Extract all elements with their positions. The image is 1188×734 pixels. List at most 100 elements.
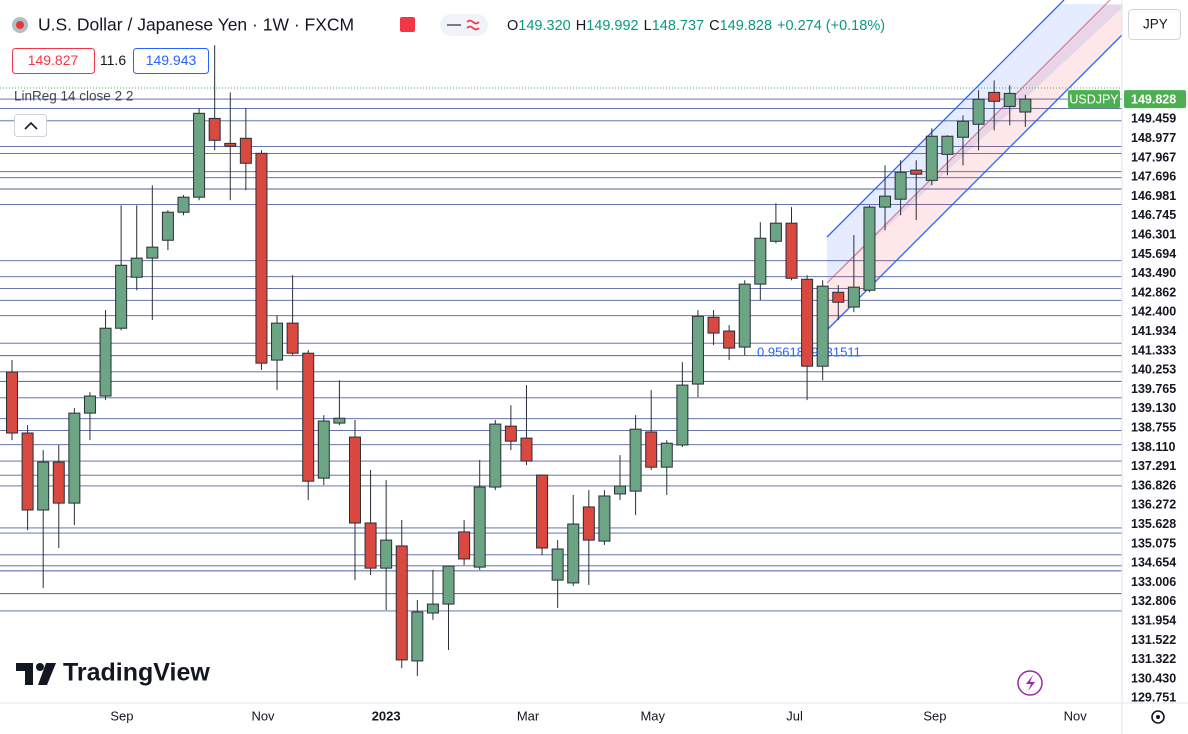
currency-dropdown[interactable] [1128, 9, 1181, 40]
spread: 11.6 [100, 52, 126, 68]
y-tick-label: 139.765 [1131, 382, 1176, 396]
ohlc-change: +0.274 (+0.18%) [777, 18, 885, 34]
ohlc-value: 149.828 [720, 18, 772, 34]
price-axis: USDJPY 149.828 149.459 148.977 147.967 147.69… [1068, 90, 1186, 705]
y-tick-label: 146.745 [1131, 208, 1176, 222]
channel-upper-line [826, 0, 1065, 238]
x-tick-label: May [640, 708, 665, 723]
y-tick-label: 148.977 [1131, 131, 1176, 145]
lightning-icon [1026, 675, 1035, 691]
pill-wave [466, 19, 480, 31]
candle-body [894, 171, 907, 200]
candle-body [847, 286, 860, 308]
ohlc: O149.320 H149.992 L148.737 C149.828 +0.274 (… [507, 18, 885, 34]
candle-body [567, 523, 580, 584]
y-tick-label: 139.130 [1131, 401, 1176, 415]
y-tick-label: 134.654 [1131, 556, 1176, 570]
y-tick-label: 146.981 [1131, 189, 1176, 203]
x-tick-label: Nov [1064, 708, 1088, 723]
channel-lower-line [826, 34, 1122, 331]
candle-body [302, 352, 315, 482]
candle-body [614, 485, 627, 495]
candle-body [582, 506, 595, 541]
candle-body [146, 246, 159, 259]
candle-body [193, 112, 206, 198]
y-tick-label: 149.459 [1131, 112, 1176, 126]
x-tick-label: Sep [110, 708, 133, 723]
candle-body [161, 211, 174, 241]
settings-button[interactable] [1151, 710, 1165, 724]
candle-body [37, 461, 50, 511]
buy-box[interactable] [133, 48, 209, 74]
candle-body [380, 539, 393, 569]
candle-body [645, 431, 658, 468]
sell-box[interactable] [12, 48, 95, 74]
indicator-label: LinReg 14 close 2 2 [14, 89, 133, 104]
y-tick-label: 132.806 [1131, 594, 1176, 608]
candle-body [1019, 98, 1032, 113]
candle-body [177, 196, 190, 213]
alert-icon[interactable] [400, 17, 415, 32]
x-tick-label: Jul [786, 708, 803, 723]
time-axis: Sep Nov 2023 Mar May Jul Sep Nov [110, 708, 1087, 723]
candle-body [99, 327, 112, 397]
ohlc-value: 149.320 [518, 18, 570, 34]
currency-label: JPY [1143, 17, 1168, 32]
logo: TradingView [16, 659, 210, 687]
y-tick-label: 143.490 [1131, 266, 1176, 280]
toggle-pill[interactable] [440, 14, 488, 36]
candle-body [910, 169, 923, 175]
candle-body [411, 611, 424, 662]
candle-body [21, 432, 34, 511]
candle-body [348, 436, 361, 524]
y-tick-label: 147.696 [1131, 170, 1176, 184]
symbol-icon-dot [16, 21, 24, 29]
candle-body [6, 371, 19, 434]
candle-body [208, 117, 221, 141]
y-tick-label: 131.322 [1131, 652, 1176, 666]
sell-price: 149.827 [28, 52, 79, 68]
symbol-badge [1068, 90, 1120, 109]
plot-area: 0.9561899831511 [0, 0, 1122, 676]
candle-body [879, 195, 892, 208]
collapse-button[interactable] [14, 114, 47, 137]
buy-price: 149.943 [146, 52, 197, 68]
candle-body [255, 152, 268, 364]
y-tick-label: 142.400 [1131, 305, 1176, 319]
candle-body [941, 135, 954, 155]
x-tick-label: 2023 [372, 708, 401, 723]
candle-body [723, 330, 736, 349]
channel-lower [827, 5, 1122, 330]
y-tick-label: 131.522 [1131, 633, 1176, 647]
x-tick-label: Sep [923, 708, 946, 723]
y-tick-label: 142.862 [1131, 285, 1176, 299]
y-tick-label: 133.006 [1131, 575, 1176, 589]
header: U.S. Dollar / Japanese Yen · 1W · FXCM O… [12, 14, 885, 137]
logo-text: TradingView [63, 659, 210, 687]
y-tick-label: 130.430 [1131, 671, 1176, 685]
candle-body [426, 603, 439, 614]
candle-body [738, 283, 751, 348]
ohlc-label: L [644, 18, 652, 34]
candle-body [988, 91, 1001, 102]
candle-body [224, 142, 237, 147]
x-tick-label: Nov [251, 708, 275, 723]
y-tick-label: 138.110 [1131, 440, 1176, 454]
y-tick-label: 149.828 [1131, 92, 1176, 106]
candle-body [972, 98, 985, 125]
candle-body [442, 565, 455, 605]
ohlc-value: 148.737 [652, 18, 704, 34]
y-tick-label: 141.934 [1131, 324, 1176, 338]
ohlc-label: O [507, 18, 518, 34]
candle-body [707, 316, 720, 334]
candles [6, 45, 1032, 676]
candle-body [801, 278, 814, 367]
symbol-title: U.S. Dollar / Japanese Yen · 1W · FXCM [38, 15, 354, 35]
candle-body [832, 291, 845, 303]
candle-body [863, 206, 876, 291]
symbol-label: USDJPY [1069, 92, 1119, 106]
candle-body [271, 322, 284, 361]
candle-body [239, 137, 252, 164]
